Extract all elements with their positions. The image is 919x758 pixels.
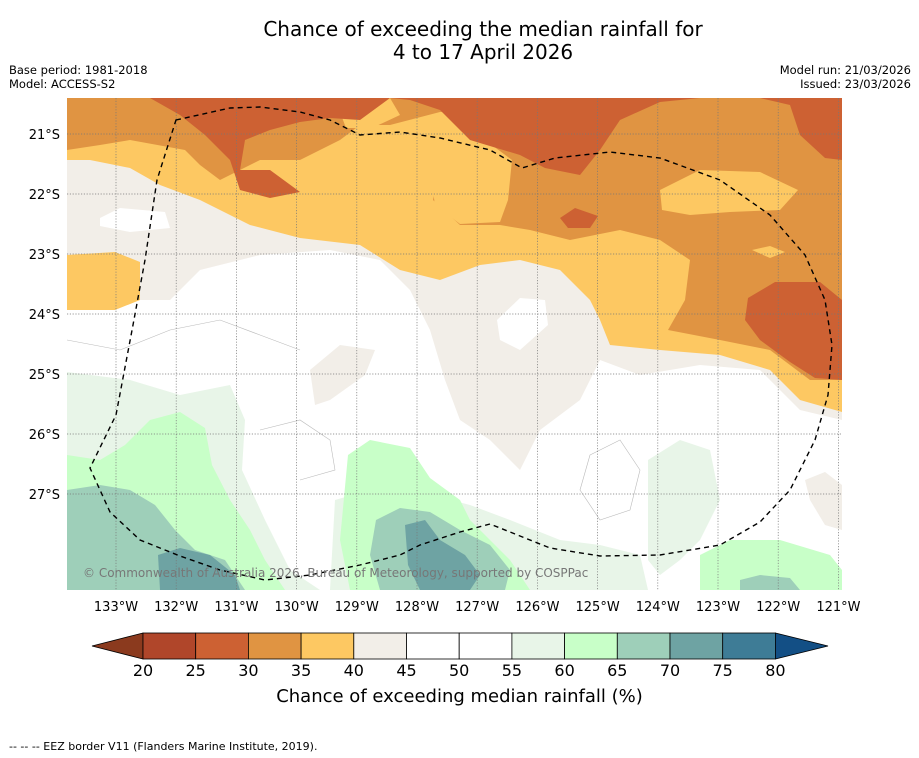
- colorbar-tick-label: 75: [712, 661, 733, 680]
- lon-label: 133°W: [94, 600, 138, 615]
- colorbar-segment: [353, 632, 407, 660]
- lat-label: 21°S: [29, 128, 60, 143]
- contour-60-65c: [700, 540, 842, 590]
- lon-label: 130°W: [275, 600, 319, 615]
- header-right: Model run: 21/03/2026 Issued: 23/03/2026: [780, 63, 911, 91]
- colorbar-segment: [616, 632, 671, 660]
- lat-label: 27°S: [29, 488, 60, 503]
- graticule: [67, 98, 842, 590]
- colorbar-segment: [300, 632, 355, 660]
- contour-35-40f: [752, 246, 785, 258]
- colorbar: [91, 632, 829, 660]
- contour-45-50c: [805, 472, 842, 530]
- model-name: Model: ACCESS-S2: [9, 77, 116, 91]
- colorbar-label: Chance of exceeding median rainfall (%): [276, 686, 643, 707]
- colorbar-tick-label: 35: [290, 661, 312, 680]
- contour-35-40c: [660, 170, 798, 215]
- contour-lines: [67, 319, 641, 521]
- lon-label: 124°W: [636, 600, 680, 615]
- lat-label: 26°S: [29, 428, 60, 443]
- colorbar-segment: [458, 632, 513, 660]
- lat-label: 22°S: [29, 188, 60, 203]
- lon-label: 132°W: [154, 600, 198, 615]
- colorbar-tick-label: 65: [607, 661, 628, 680]
- contour-25-30b: [745, 282, 842, 380]
- footnote: -- -- -- EEZ border V11 (Flanders Marine…: [9, 740, 318, 753]
- contour-65-70c: [740, 575, 800, 590]
- title-line-2: 4 to 17 April 2026: [392, 40, 574, 64]
- lat-label: 25°S: [29, 368, 60, 383]
- lon-label: 127°W: [455, 600, 499, 615]
- lat-label: 24°S: [29, 308, 60, 323]
- lon-label: 128°W: [395, 600, 439, 615]
- contour-white-hole: [497, 298, 548, 350]
- chart-title: Chance of exceeding the median rainfall …: [0, 18, 919, 64]
- lat-label: 23°S: [29, 248, 60, 263]
- contour-55-60c: [648, 440, 720, 575]
- lon-label: 122°W: [756, 600, 800, 615]
- colorbar-segment: [195, 632, 249, 660]
- colorbar-tick-label: 70: [659, 661, 681, 680]
- colorbar-tick-label: 25: [185, 661, 206, 680]
- lon-label: 126°W: [515, 600, 559, 615]
- contour-white-hole2: [100, 208, 170, 232]
- lon-label: 125°W: [576, 600, 620, 615]
- colorbar-segment: [247, 632, 302, 660]
- contour-35-40b: [67, 252, 140, 310]
- model-run: Model run: 21/03/2026: [779, 63, 911, 77]
- contour-line-3: [259, 419, 336, 481]
- colorbar-high-arrow: [775, 632, 829, 660]
- colorbar-segment: [142, 632, 197, 660]
- colorbar-segment: [722, 632, 776, 660]
- colorbar-tick-label: 40: [343, 661, 364, 680]
- contour-line-1: [67, 319, 301, 351]
- colorbar-segment: [669, 632, 724, 660]
- contour-30-35: [67, 98, 842, 380]
- colorbar-tick-label: 30: [238, 661, 259, 680]
- lon-label: 131°W: [214, 600, 258, 615]
- colorbar-tick-label: 60: [554, 661, 575, 680]
- colorbar-tick-label: 80: [765, 661, 786, 680]
- lon-label: 129°W: [335, 600, 379, 615]
- contour-line-2: [579, 439, 641, 521]
- lon-label: 123°W: [696, 600, 740, 615]
- colorbar-segment: [564, 632, 618, 660]
- title-line-1: Chance of exceeding the median rainfall …: [263, 17, 703, 41]
- colorbar-tick-label: 45: [396, 661, 417, 680]
- lon-label: 121°W: [816, 600, 860, 615]
- contour-35-40d: [432, 140, 512, 224]
- base-period: Base period: 1981-2018: [9, 63, 148, 77]
- contour-25-30a: [150, 98, 842, 198]
- map-fill: [67, 98, 842, 590]
- lon-labels: 133°W 132°W 131°W 130°W 129°W 128°W 127°W 126°W…: [94, 600, 861, 615]
- colorbar-tick-label: 20: [132, 661, 154, 680]
- eez-border: [89, 106, 833, 581]
- colorbar-segment: [406, 632, 460, 660]
- issued-date: Issued: 23/03/2026: [800, 77, 911, 91]
- lat-labels: 21°S 22°S 23°S 24°S 25°S 26°S 27°S: [29, 128, 60, 503]
- colorbar-segment: [511, 632, 565, 660]
- contour-45-50b: [310, 345, 375, 405]
- header-left: Base period: 1981-2018 Model: ACCESS-S2: [9, 63, 148, 91]
- contour-25-30c: [560, 208, 598, 228]
- contour-70-75a: [158, 548, 240, 590]
- colorbar-tick-label: 50: [449, 661, 470, 680]
- colorbar-low-arrow: [91, 632, 144, 660]
- contour-70-75b: [405, 520, 480, 590]
- copyright-text: © Commonwealth of Australia 2026, Bureau…: [83, 566, 588, 580]
- colorbar-tick-label: 55: [501, 661, 523, 680]
